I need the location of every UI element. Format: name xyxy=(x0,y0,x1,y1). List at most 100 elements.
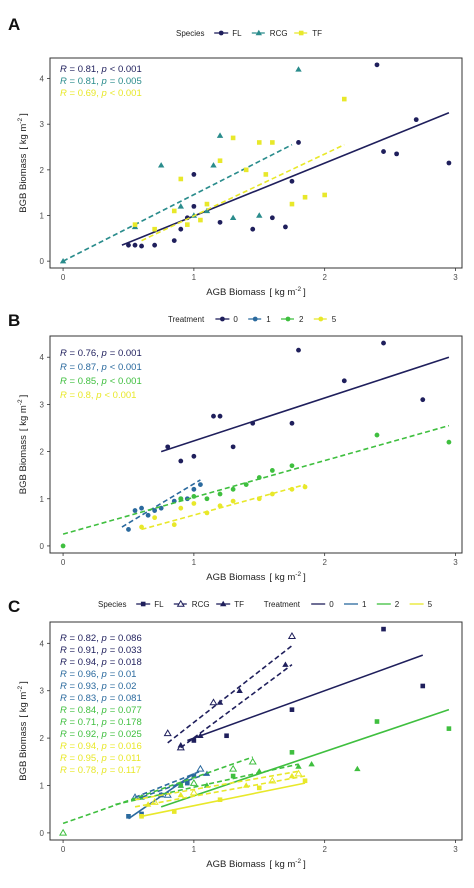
stat-p-value: = 0.178 xyxy=(110,717,142,728)
legend-label: 2 xyxy=(395,600,400,609)
x-tick-label: 2 xyxy=(322,845,327,854)
x-tick-label: 1 xyxy=(192,273,197,282)
x-axis-title: AGB Biomass [ kg m-2] xyxy=(206,571,305,583)
legend-entry: 5 xyxy=(410,600,433,609)
data-point xyxy=(230,215,236,220)
stat-p-symbol: p xyxy=(100,705,106,716)
data-point xyxy=(257,475,262,480)
stat-annotation: R = 0.92, p = 0.025 xyxy=(60,729,142,740)
data-point xyxy=(133,243,138,248)
legend-title: Species xyxy=(98,600,126,609)
y-tick-label: 3 xyxy=(40,400,45,409)
y-tick-label: 1 xyxy=(40,212,45,221)
data-point xyxy=(126,527,131,532)
data-point xyxy=(224,733,229,738)
x-axis-title: AGB Biomass [ kg m-2] xyxy=(206,858,305,870)
data-point xyxy=(210,162,216,167)
stat-r-eq: = xyxy=(67,681,78,692)
x-axis-title-sup: -2 xyxy=(295,571,301,578)
data-point xyxy=(270,492,275,497)
data-point xyxy=(231,136,236,141)
data-point xyxy=(296,140,301,145)
stat-r-eq: = xyxy=(67,753,78,764)
data-point xyxy=(270,468,275,473)
data-point xyxy=(152,508,157,513)
y-tick-label: 4 xyxy=(40,353,45,362)
legend-entry: TF xyxy=(294,29,322,38)
stat-annotation: R = 0.8, p < 0.001 xyxy=(60,390,136,401)
legend-label: 0 xyxy=(329,600,334,609)
stat-p-value: = 0.086 xyxy=(110,633,142,644)
y-axis-title-sup: -2 xyxy=(17,399,24,405)
legend-title: Species xyxy=(176,29,204,38)
legend-label: FL xyxy=(232,29,242,38)
data-point xyxy=(172,809,177,814)
data-point xyxy=(264,172,269,177)
data-point xyxy=(218,414,223,419)
stat-p-value: = 0.01 xyxy=(110,669,137,680)
fit-line xyxy=(142,485,305,530)
legend-entry: 0 xyxy=(215,315,238,324)
legend-key-marker xyxy=(141,602,146,607)
legend-entry: 0 xyxy=(311,600,334,609)
data-point xyxy=(198,218,203,223)
x-axis-title-main: AGB Biomass xyxy=(206,572,265,583)
data-point xyxy=(420,684,425,689)
stat-r-value: 0.85 xyxy=(78,376,97,387)
stat-p-value: < 0.001 xyxy=(105,390,137,401)
stat-r-eq: = xyxy=(67,64,78,75)
x-axis-title-end: ] xyxy=(303,287,306,298)
series-fl xyxy=(122,62,451,248)
data-point xyxy=(218,158,223,163)
data-point xyxy=(152,515,157,520)
stat-p-value: < 0.001 xyxy=(110,376,142,387)
stat-r-value: 0.95 xyxy=(78,753,97,764)
stat-r-eq: = xyxy=(67,741,78,752)
stat-r-value: 0.82 xyxy=(78,633,97,644)
stat-p-value: < 0.001 xyxy=(110,88,142,99)
stat-r-eq: = xyxy=(67,76,78,87)
data-point xyxy=(250,227,255,232)
data-point xyxy=(191,172,196,177)
data-point xyxy=(178,496,183,501)
data-point xyxy=(381,149,386,154)
legend-entry: 2 xyxy=(377,600,400,609)
data-point xyxy=(230,766,236,771)
x-tick-label: 2 xyxy=(322,273,327,282)
stat-r-value: 0.76 xyxy=(78,348,97,359)
stat-r-value: 0.8 xyxy=(78,390,91,401)
x-tick-label: 3 xyxy=(453,845,458,854)
stat-r-eq: = xyxy=(67,693,78,704)
data-point xyxy=(217,132,223,137)
panel-label: B xyxy=(8,311,20,330)
x-axis-title-unit: [ kg m xyxy=(269,859,295,870)
data-point xyxy=(303,195,308,200)
x-tick-label: 0 xyxy=(61,558,66,567)
stat-r-value: 0.71 xyxy=(78,717,97,728)
stat-annotation: R = 0.69, p < 0.001 xyxy=(60,88,142,99)
stat-r-eq: = xyxy=(67,717,78,728)
y-axis-title: BGB Biomass[ kg m-2] xyxy=(17,681,29,780)
stat-annotation: R = 0.76, p = 0.001 xyxy=(60,348,142,359)
data-point xyxy=(172,522,177,527)
stat-annotation: R = 0.81, p < 0.001 xyxy=(60,64,142,75)
x-tick-label: 0 xyxy=(61,845,66,854)
x-axis-title-end: ] xyxy=(303,572,306,583)
stat-r-eq: = xyxy=(67,729,78,740)
stat-p-symbol: p xyxy=(100,64,106,75)
x-tick-label: 0 xyxy=(61,273,66,282)
data-point xyxy=(139,244,144,249)
data-point xyxy=(191,454,196,459)
data-point xyxy=(178,177,183,182)
data-point xyxy=(270,215,275,220)
legend-label: RCG xyxy=(270,29,288,38)
data-point xyxy=(133,508,138,513)
series-fl-0 xyxy=(187,627,425,743)
stat-p-value: = 0.077 xyxy=(110,705,142,716)
y-tick-label: 3 xyxy=(40,120,45,129)
stat-p-symbol: p xyxy=(100,681,106,692)
data-point xyxy=(126,814,131,819)
data-point xyxy=(250,421,255,426)
stat-r-value: 0.93 xyxy=(78,681,97,692)
data-point xyxy=(218,797,223,802)
